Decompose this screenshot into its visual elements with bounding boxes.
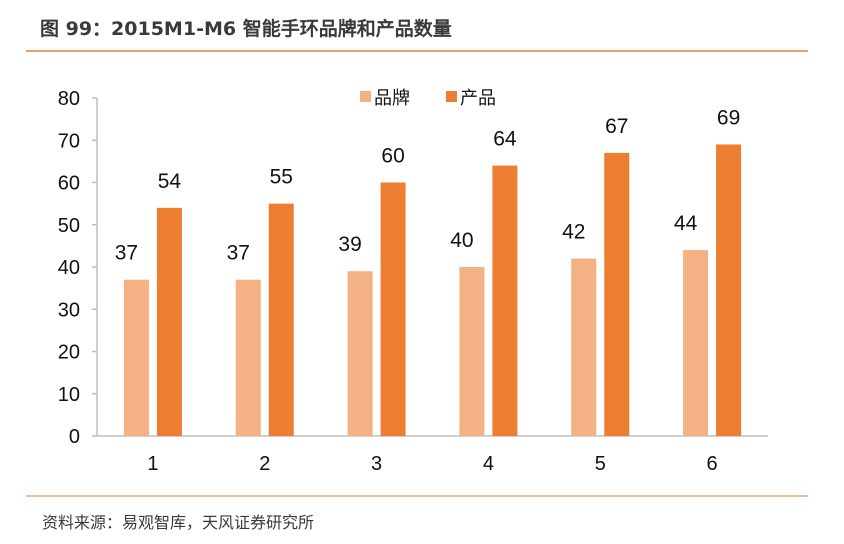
data-label: 54 [158, 170, 182, 193]
data-label: 37 [227, 242, 250, 265]
bar-brand [571, 258, 597, 436]
bar-product [716, 144, 742, 436]
data-label: 69 [717, 106, 740, 129]
legend-label: 品牌 [374, 88, 410, 109]
source-note: 资料来源：易观智库，天风证券研究所 [42, 513, 314, 532]
data-label: 37 [115, 242, 138, 265]
y-tick-label: 40 [58, 257, 80, 279]
data-label: 42 [562, 221, 585, 244]
x-tick-label: 3 [371, 453, 382, 475]
legend-swatch [360, 91, 371, 102]
y-tick-label: 60 [58, 173, 80, 195]
bar-product [156, 207, 182, 436]
y-tick-label: 20 [58, 342, 80, 364]
x-tick-label: 5 [595, 453, 606, 475]
x-tick-label: 1 [147, 453, 158, 475]
bar-brand [347, 271, 373, 436]
bar-product [492, 165, 518, 436]
bar-product [268, 203, 294, 436]
data-label: 67 [605, 115, 628, 138]
y-tick-label: 70 [58, 130, 80, 152]
legend-label: 产品 [460, 88, 496, 109]
y-tick-label: 30 [58, 299, 80, 321]
bar-brand [235, 279, 261, 436]
x-tick-label: 2 [259, 453, 270, 475]
bar-brand [459, 267, 485, 436]
y-tick-label: 50 [58, 215, 80, 237]
data-label: 64 [493, 128, 517, 151]
plot-area: 0102030405060708013754237553396044064542… [58, 88, 768, 475]
data-label: 55 [270, 166, 293, 189]
y-tick-label: 80 [58, 88, 80, 110]
x-tick-label: 6 [707, 453, 718, 475]
data-label: 60 [381, 145, 404, 168]
bar-product [380, 182, 406, 436]
data-label: 39 [338, 233, 361, 256]
figure-title: 图 99：2015M1-M6 智能手环品牌和产品数量 [40, 17, 452, 40]
legend-swatch [446, 91, 457, 102]
bar-brand [123, 279, 149, 436]
bar-brand [683, 250, 709, 436]
y-tick-label: 10 [58, 384, 80, 406]
x-tick-label: 4 [483, 453, 494, 475]
y-tick-label: 0 [69, 426, 80, 448]
bar-product [604, 152, 630, 437]
data-label: 44 [674, 212, 698, 235]
data-label: 40 [450, 229, 473, 252]
